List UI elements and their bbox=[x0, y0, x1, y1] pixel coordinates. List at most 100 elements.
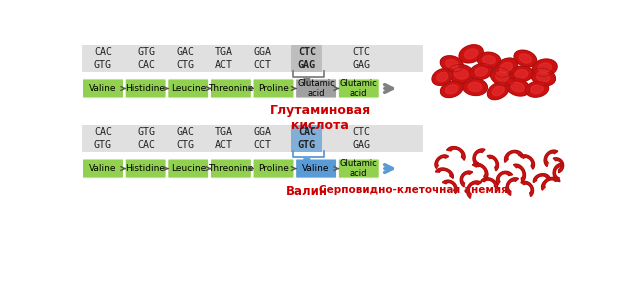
Text: Threonine: Threonine bbox=[208, 84, 254, 93]
Text: TGA: TGA bbox=[215, 47, 233, 57]
Polygon shape bbox=[432, 69, 453, 85]
Polygon shape bbox=[542, 177, 559, 190]
Polygon shape bbox=[447, 147, 465, 160]
Text: GGA: GGA bbox=[254, 47, 272, 57]
FancyBboxPatch shape bbox=[290, 45, 322, 72]
FancyBboxPatch shape bbox=[211, 159, 251, 178]
FancyBboxPatch shape bbox=[211, 79, 251, 98]
Polygon shape bbox=[440, 81, 463, 98]
FancyBboxPatch shape bbox=[338, 79, 379, 98]
FancyBboxPatch shape bbox=[168, 79, 209, 98]
Polygon shape bbox=[510, 66, 533, 82]
Polygon shape bbox=[493, 86, 504, 96]
Polygon shape bbox=[435, 155, 449, 169]
Text: GAG: GAG bbox=[352, 60, 370, 70]
FancyBboxPatch shape bbox=[125, 79, 166, 98]
Polygon shape bbox=[487, 155, 498, 171]
Polygon shape bbox=[454, 69, 468, 79]
Polygon shape bbox=[445, 85, 458, 94]
Polygon shape bbox=[463, 79, 487, 95]
Text: CTC: CTC bbox=[298, 47, 316, 57]
Polygon shape bbox=[531, 68, 555, 86]
Polygon shape bbox=[519, 54, 531, 63]
Polygon shape bbox=[531, 85, 544, 94]
Text: GAG: GAG bbox=[352, 140, 370, 150]
Polygon shape bbox=[445, 59, 458, 68]
Polygon shape bbox=[514, 50, 537, 67]
Text: ACT: ACT bbox=[215, 140, 233, 150]
Text: CAC: CAC bbox=[137, 140, 156, 150]
Text: GTG: GTG bbox=[94, 60, 112, 70]
Text: GTG: GTG bbox=[94, 140, 112, 150]
Polygon shape bbox=[443, 180, 457, 194]
Polygon shape bbox=[475, 67, 487, 76]
Text: CTC: CTC bbox=[352, 47, 370, 57]
Text: CAC: CAC bbox=[94, 127, 112, 138]
Text: Valine: Valine bbox=[89, 84, 117, 93]
Text: Glutamic
acid: Glutamic acid bbox=[297, 79, 335, 98]
Text: Серповидно-клеточная анемия: Серповидно-клеточная анемия bbox=[318, 185, 507, 195]
Text: Histidine: Histidine bbox=[126, 84, 166, 93]
Polygon shape bbox=[494, 58, 517, 77]
FancyBboxPatch shape bbox=[82, 125, 423, 152]
Polygon shape bbox=[505, 150, 523, 162]
Polygon shape bbox=[440, 56, 463, 72]
Polygon shape bbox=[533, 174, 550, 182]
Text: ACT: ACT bbox=[215, 60, 233, 70]
Polygon shape bbox=[481, 178, 498, 189]
Polygon shape bbox=[511, 82, 524, 92]
Text: Глутаминовая
кислота: Глутаминовая кислота bbox=[269, 104, 371, 132]
Text: GTG: GTG bbox=[298, 140, 316, 150]
Text: GAG: GAG bbox=[298, 60, 316, 70]
Text: CTC: CTC bbox=[352, 127, 370, 138]
Polygon shape bbox=[464, 49, 478, 59]
Polygon shape bbox=[470, 64, 493, 79]
FancyBboxPatch shape bbox=[82, 159, 124, 178]
FancyBboxPatch shape bbox=[125, 159, 166, 178]
Polygon shape bbox=[472, 163, 488, 180]
Text: Glutamic
acid: Glutamic acid bbox=[340, 79, 378, 98]
Polygon shape bbox=[521, 182, 533, 197]
Polygon shape bbox=[482, 56, 495, 64]
Polygon shape bbox=[538, 63, 551, 73]
Polygon shape bbox=[477, 52, 501, 68]
Text: Валин: Валин bbox=[286, 185, 328, 198]
Polygon shape bbox=[553, 163, 563, 182]
Text: TGA: TGA bbox=[215, 127, 233, 138]
Polygon shape bbox=[448, 64, 474, 83]
Polygon shape bbox=[460, 171, 473, 187]
Text: Leucine: Leucine bbox=[170, 164, 206, 173]
Polygon shape bbox=[544, 150, 558, 166]
FancyBboxPatch shape bbox=[82, 45, 423, 72]
Polygon shape bbox=[496, 171, 512, 185]
FancyBboxPatch shape bbox=[295, 79, 337, 98]
Text: GTG: GTG bbox=[137, 47, 156, 57]
Polygon shape bbox=[468, 82, 482, 92]
Polygon shape bbox=[520, 155, 535, 169]
Polygon shape bbox=[514, 164, 526, 182]
Text: CCT: CCT bbox=[254, 140, 272, 150]
Polygon shape bbox=[533, 59, 557, 76]
Text: Proline: Proline bbox=[258, 84, 289, 93]
FancyBboxPatch shape bbox=[338, 159, 379, 178]
Text: GAC: GAC bbox=[176, 127, 194, 138]
Polygon shape bbox=[473, 149, 485, 167]
Text: CCT: CCT bbox=[254, 60, 272, 70]
FancyBboxPatch shape bbox=[253, 79, 294, 98]
FancyBboxPatch shape bbox=[253, 159, 294, 178]
Polygon shape bbox=[500, 62, 512, 73]
Text: GTG: GTG bbox=[137, 127, 156, 138]
Text: CTG: CTG bbox=[176, 60, 194, 70]
Polygon shape bbox=[515, 70, 528, 78]
Text: Histidine: Histidine bbox=[126, 164, 166, 173]
Text: Threonine: Threonine bbox=[208, 164, 254, 173]
Text: Valine: Valine bbox=[89, 164, 117, 173]
Polygon shape bbox=[467, 181, 482, 198]
Polygon shape bbox=[487, 82, 509, 100]
Polygon shape bbox=[526, 81, 549, 97]
Text: CAC: CAC bbox=[298, 127, 316, 138]
Polygon shape bbox=[553, 158, 563, 173]
Text: CAC: CAC bbox=[137, 60, 156, 70]
Text: CTG: CTG bbox=[176, 140, 194, 150]
Polygon shape bbox=[436, 168, 454, 178]
